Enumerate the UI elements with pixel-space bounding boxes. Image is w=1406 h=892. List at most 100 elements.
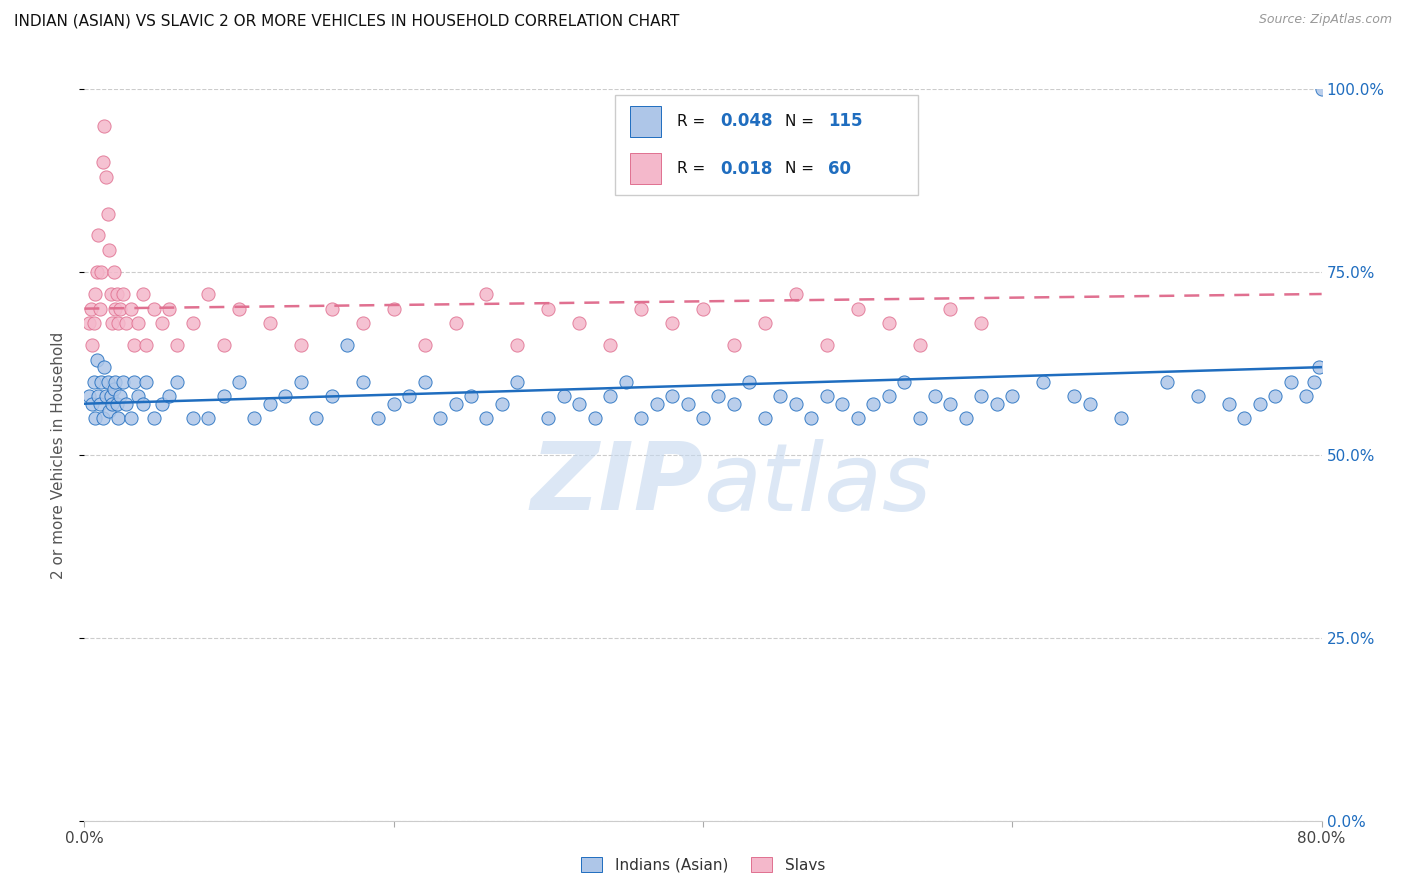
- Point: [352, 316, 374, 330]
- Point: [89, 397, 111, 411]
- Point: [1156, 375, 1178, 389]
- Point: [1218, 397, 1240, 411]
- Point: [321, 301, 343, 316]
- Point: [159, 389, 181, 403]
- Point: [94, 169, 117, 184]
- Point: [150, 397, 173, 411]
- Point: [846, 301, 869, 316]
- Point: [1249, 397, 1271, 411]
- Point: [1233, 411, 1256, 425]
- Point: [90, 375, 112, 389]
- Point: [97, 206, 120, 220]
- Point: [939, 397, 962, 411]
- Point: [815, 338, 838, 352]
- Point: [274, 389, 297, 403]
- Point: [259, 397, 281, 411]
- Point: [100, 389, 122, 403]
- Point: [86, 265, 108, 279]
- Point: [893, 375, 915, 389]
- Point: [908, 411, 931, 425]
- Point: [877, 316, 900, 330]
- Point: [97, 375, 120, 389]
- Point: [101, 316, 124, 330]
- Point: [181, 411, 204, 425]
- Point: [1264, 389, 1286, 403]
- Point: [352, 375, 374, 389]
- Point: [986, 397, 1008, 411]
- Point: [159, 301, 181, 316]
- Point: [831, 397, 853, 411]
- Point: [846, 411, 869, 425]
- Point: [614, 375, 637, 389]
- Point: [754, 316, 776, 330]
- Point: [676, 397, 699, 411]
- Point: [460, 389, 482, 403]
- Point: [150, 316, 173, 330]
- Point: [970, 389, 993, 403]
- Point: [1279, 375, 1302, 389]
- Point: [382, 397, 405, 411]
- Point: [599, 389, 621, 403]
- Point: [77, 389, 100, 403]
- Point: [91, 411, 114, 425]
- Point: [112, 375, 135, 389]
- Point: [1303, 375, 1326, 389]
- Point: [491, 397, 513, 411]
- Point: [1078, 397, 1101, 411]
- Point: [444, 316, 467, 330]
- Point: [1063, 389, 1085, 403]
- Point: [367, 411, 389, 425]
- Point: [692, 411, 714, 425]
- Point: [723, 338, 745, 352]
- Point: [568, 316, 591, 330]
- Point: [1308, 360, 1330, 375]
- Point: [132, 397, 155, 411]
- Point: [243, 411, 266, 425]
- Point: [86, 352, 108, 367]
- Point: [122, 338, 145, 352]
- Point: [228, 301, 250, 316]
- Point: [630, 301, 652, 316]
- Point: [785, 397, 807, 411]
- Text: Source: ZipAtlas.com: Source: ZipAtlas.com: [1258, 13, 1392, 27]
- Point: [970, 316, 993, 330]
- FancyBboxPatch shape: [614, 95, 918, 195]
- Point: [108, 301, 131, 316]
- Point: [259, 316, 281, 330]
- Point: [583, 411, 606, 425]
- Point: [444, 397, 467, 411]
- Point: [707, 389, 730, 403]
- Point: [115, 316, 138, 330]
- Point: [120, 301, 142, 316]
- Point: [132, 287, 155, 301]
- Point: [754, 411, 776, 425]
- Point: [135, 338, 157, 352]
- Point: [305, 411, 328, 425]
- Point: [103, 265, 125, 279]
- Point: [321, 389, 343, 403]
- Point: [908, 338, 931, 352]
- Point: [98, 243, 121, 257]
- Point: [785, 287, 807, 301]
- Point: [84, 287, 107, 301]
- Text: R =: R =: [676, 161, 710, 176]
- Point: [87, 389, 110, 403]
- Text: INDIAN (ASIAN) VS SLAVIC 2 OR MORE VEHICLES IN HOUSEHOLD CORRELATION CHART: INDIAN (ASIAN) VS SLAVIC 2 OR MORE VEHIC…: [14, 13, 679, 29]
- Point: [537, 411, 560, 425]
- Point: [862, 397, 884, 411]
- Point: [382, 301, 405, 316]
- Y-axis label: 2 or more Vehicles in Household: 2 or more Vehicles in Household: [51, 331, 66, 579]
- Point: [112, 287, 135, 301]
- Text: 0.048: 0.048: [720, 112, 772, 130]
- Point: [197, 411, 219, 425]
- Legend: Indians (Asian), Slavs: Indians (Asian), Slavs: [575, 851, 831, 879]
- Point: [122, 375, 145, 389]
- Point: [661, 316, 683, 330]
- Point: [181, 316, 204, 330]
- Point: [82, 338, 104, 352]
- Point: [924, 389, 946, 403]
- Bar: [630, 153, 661, 184]
- Point: [630, 411, 652, 425]
- Point: [83, 316, 105, 330]
- Point: [429, 411, 451, 425]
